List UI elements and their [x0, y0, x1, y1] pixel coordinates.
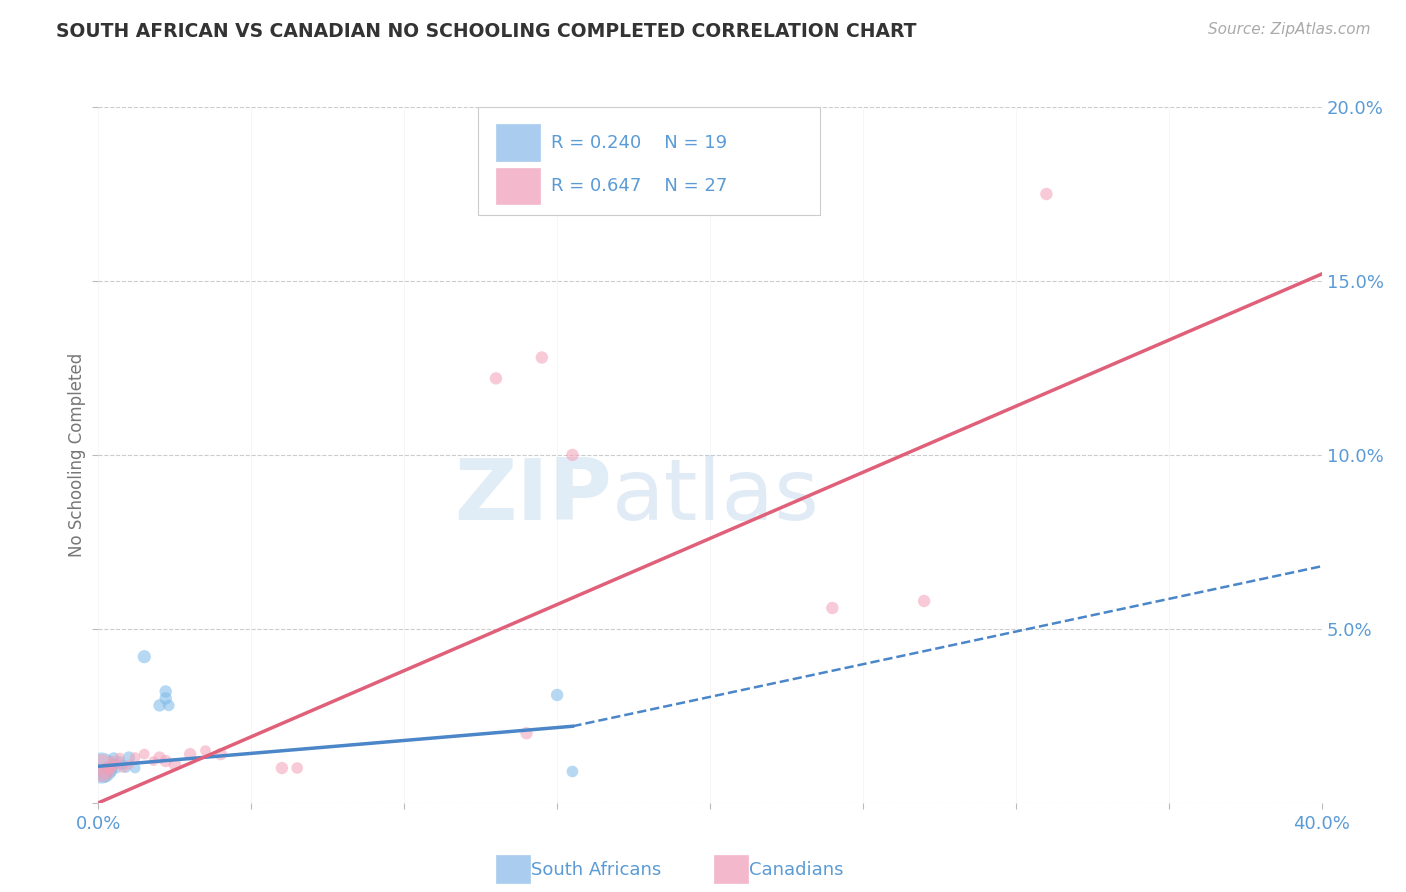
Point	[561, 448, 583, 462]
Point	[124, 761, 146, 775]
Point	[179, 747, 201, 761]
Point	[90, 761, 112, 775]
Point	[105, 761, 128, 775]
Point	[115, 761, 138, 775]
Point	[103, 750, 125, 764]
Point	[155, 684, 177, 698]
Point	[118, 750, 141, 764]
Point	[209, 747, 232, 761]
Point	[118, 757, 141, 772]
Text: R = 0.240    N = 19: R = 0.240 N = 19	[551, 134, 727, 152]
Point	[530, 351, 553, 365]
Text: SOUTH AFRICAN VS CANADIAN NO SCHOOLING COMPLETED CORRELATION CHART: SOUTH AFRICAN VS CANADIAN NO SCHOOLING C…	[56, 22, 917, 41]
Point	[155, 691, 177, 706]
Point	[100, 764, 122, 779]
Point	[134, 747, 156, 761]
Point	[485, 371, 508, 385]
Text: ZIP: ZIP	[454, 455, 612, 538]
Point	[134, 649, 156, 664]
FancyBboxPatch shape	[478, 107, 820, 215]
Point	[103, 754, 125, 768]
Point	[821, 601, 844, 615]
Text: Canadians: Canadians	[749, 861, 844, 879]
Text: R = 0.647    N = 27: R = 0.647 N = 27	[551, 178, 727, 195]
Point	[157, 698, 180, 713]
Text: atlas: atlas	[612, 455, 820, 538]
Point	[100, 761, 122, 775]
Point	[194, 744, 217, 758]
Point	[142, 754, 165, 768]
Point	[516, 726, 538, 740]
FancyBboxPatch shape	[496, 169, 540, 204]
Text: Source: ZipAtlas.com: Source: ZipAtlas.com	[1208, 22, 1371, 37]
Point	[124, 750, 146, 764]
Point	[97, 761, 120, 775]
Point	[163, 757, 186, 772]
Point	[97, 761, 120, 775]
Point	[285, 761, 308, 775]
Point	[1035, 187, 1057, 202]
Point	[111, 761, 134, 775]
Point	[105, 757, 128, 772]
Point	[546, 688, 568, 702]
Point	[155, 754, 177, 768]
Point	[149, 698, 172, 713]
Point	[270, 761, 292, 775]
Point	[108, 750, 131, 764]
Point	[93, 768, 115, 782]
Point	[912, 594, 935, 608]
FancyBboxPatch shape	[496, 124, 540, 161]
Point	[103, 757, 125, 772]
Point	[149, 750, 172, 764]
Y-axis label: No Schooling Completed: No Schooling Completed	[67, 353, 86, 557]
Point	[90, 761, 112, 775]
Point	[93, 764, 115, 779]
Point	[561, 764, 583, 779]
Point	[108, 754, 131, 768]
Text: South Africans: South Africans	[531, 861, 662, 879]
Point	[111, 757, 134, 772]
